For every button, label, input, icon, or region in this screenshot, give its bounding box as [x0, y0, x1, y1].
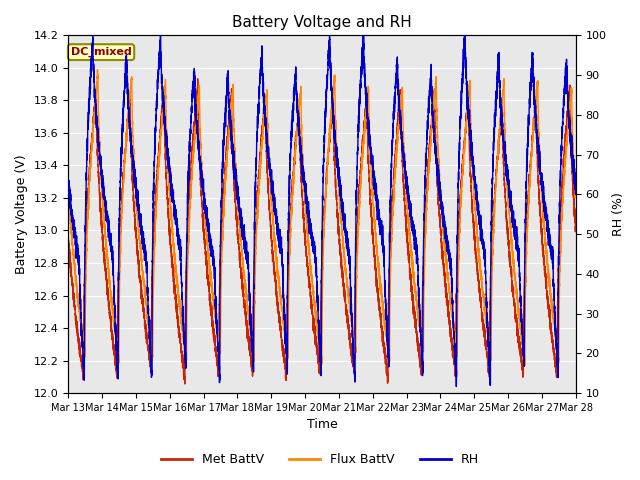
- Y-axis label: RH (%): RH (%): [612, 192, 625, 236]
- X-axis label: Time: Time: [307, 419, 337, 432]
- Title: Battery Voltage and RH: Battery Voltage and RH: [232, 15, 412, 30]
- Text: DC_mixed: DC_mixed: [70, 47, 131, 57]
- Y-axis label: Battery Voltage (V): Battery Voltage (V): [15, 155, 28, 274]
- Legend: Met BattV, Flux BattV, RH: Met BattV, Flux BattV, RH: [156, 448, 484, 471]
